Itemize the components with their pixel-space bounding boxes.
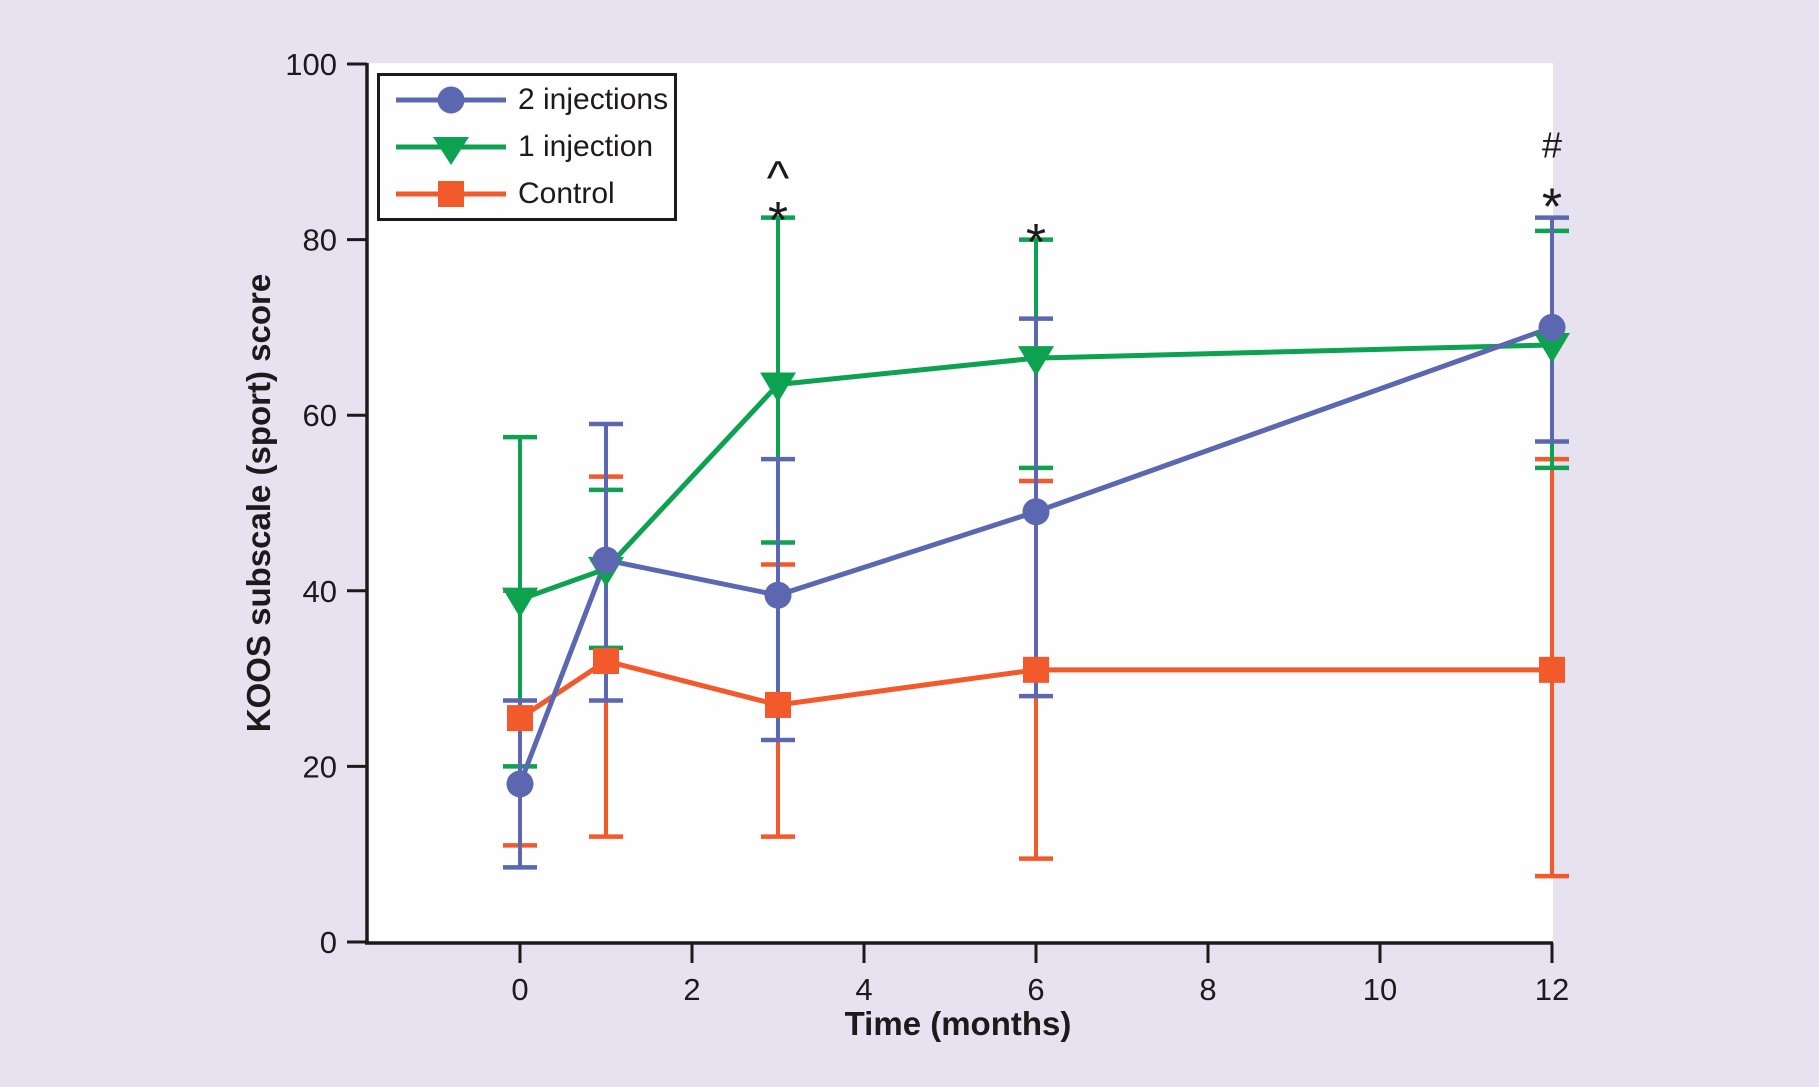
- marker-triangle-down-1-injection: [502, 587, 538, 618]
- x-tick-label: 4: [855, 972, 872, 1007]
- marker-triangle-down-1-injection: [1534, 332, 1570, 363]
- legend-box: 2 injections 1 injection Control: [377, 73, 677, 221]
- x-tick-label: 2: [683, 972, 700, 1007]
- axis-ticks-layer: 0 20 40 60 80 100 0 2 4 6 8 10 12: [285, 47, 1569, 1007]
- annotation-hash: #: [1542, 125, 1562, 166]
- marker-triangle-down-1-injection: [760, 372, 796, 403]
- legend-label: 1 injection: [518, 130, 654, 163]
- marker-circle-2-injections: [1538, 313, 1566, 341]
- legend-marker-circle-icon: [437, 86, 465, 114]
- y-tick-label: 60: [303, 398, 337, 433]
- x-tick-label: 0: [511, 972, 528, 1007]
- legend-sample-square-icon: [396, 181, 506, 207]
- annotation-caret: ^: [767, 152, 790, 205]
- y-axis-title: KOOS subscale (sport) score: [240, 274, 277, 732]
- marker-square-control: [593, 648, 619, 675]
- marker-circle-2-injections: [1022, 498, 1050, 526]
- legend-sample-triangle-down-icon: [396, 137, 506, 165]
- legend-marker-square-icon: [438, 181, 464, 207]
- marker-square-control: [1539, 656, 1565, 683]
- y-tick-label: 20: [303, 749, 337, 784]
- y-tick-label: 0: [320, 925, 337, 960]
- x-tick-label: 6: [1027, 972, 1044, 1007]
- legend-sample-circle-icon: [396, 86, 506, 114]
- marker-square-control: [507, 705, 533, 732]
- marker-circle-2-injections: [506, 770, 534, 798]
- x-tick-label: 8: [1199, 972, 1216, 1007]
- series-markers-layer: [502, 313, 1570, 798]
- marker-circle-2-injections: [764, 581, 792, 609]
- annotation-asterisk: *: [1026, 214, 1046, 272]
- legend-label: Control: [518, 177, 615, 210]
- legend-item-1-injection: 1 injection: [388, 124, 674, 171]
- legend-item-control: Control: [388, 171, 674, 218]
- annotation-asterisk: *: [1542, 179, 1562, 237]
- marker-circle-2-injections: [592, 546, 620, 574]
- legend-marker-triangle-down-icon: [433, 137, 469, 165]
- y-tick-label: 100: [285, 47, 337, 82]
- legend-label: 2 injections: [518, 83, 669, 116]
- legend-item-2-injections: 2 injections: [388, 77, 674, 124]
- x-tick-label: 10: [1363, 972, 1397, 1007]
- x-tick-label: 12: [1535, 972, 1569, 1007]
- x-axis-title: Time (months): [845, 1005, 1072, 1042]
- significance-annotations-layer: ^* *#*: [767, 125, 1562, 272]
- annotation-asterisk: *: [768, 192, 788, 250]
- marker-square-control: [765, 691, 791, 718]
- y-tick-label: 40: [303, 574, 337, 609]
- marker-square-control: [1023, 656, 1049, 683]
- y-tick-label: 80: [303, 223, 337, 258]
- marker-triangle-down-1-injection: [1018, 346, 1054, 377]
